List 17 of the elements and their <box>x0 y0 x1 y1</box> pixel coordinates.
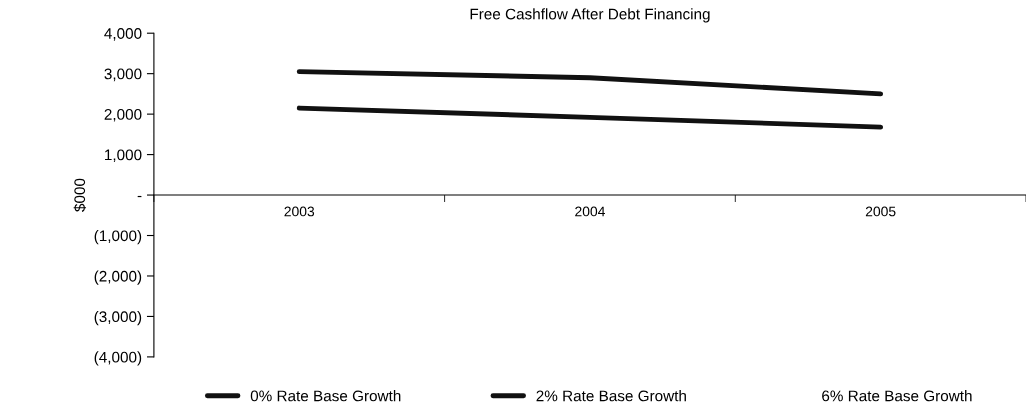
legend-label: 0% Rate Base Growth <box>250 390 401 402</box>
x-tick-label: 2003 <box>284 206 315 217</box>
y-tick-label: - <box>137 195 142 198</box>
x-tick-label: 2004 <box>575 206 605 217</box>
y-tick-label: 3,000 <box>104 68 142 82</box>
chart-title: Free Cashflow After Debt Financing <box>470 8 710 23</box>
legend-label: 2% Rate Base Growth <box>536 390 686 402</box>
y-tick-label: (3,000) <box>94 310 142 326</box>
y-axis-title: $000 <box>73 178 87 212</box>
text: 6% Rate Base Growth <box>822 390 972 402</box>
y-tick-label: 4,000 <box>104 28 142 41</box>
y-tick-label: (4,000) <box>94 351 142 366</box>
y-tick-label: (2,000) <box>94 270 142 285</box>
y-tick-label: (1,000) <box>94 229 142 245</box>
y-tick-label: 1,000 <box>105 149 142 163</box>
x-tick-label: 2005 <box>865 206 896 217</box>
y-tick-label: 2,000 <box>104 108 142 122</box>
